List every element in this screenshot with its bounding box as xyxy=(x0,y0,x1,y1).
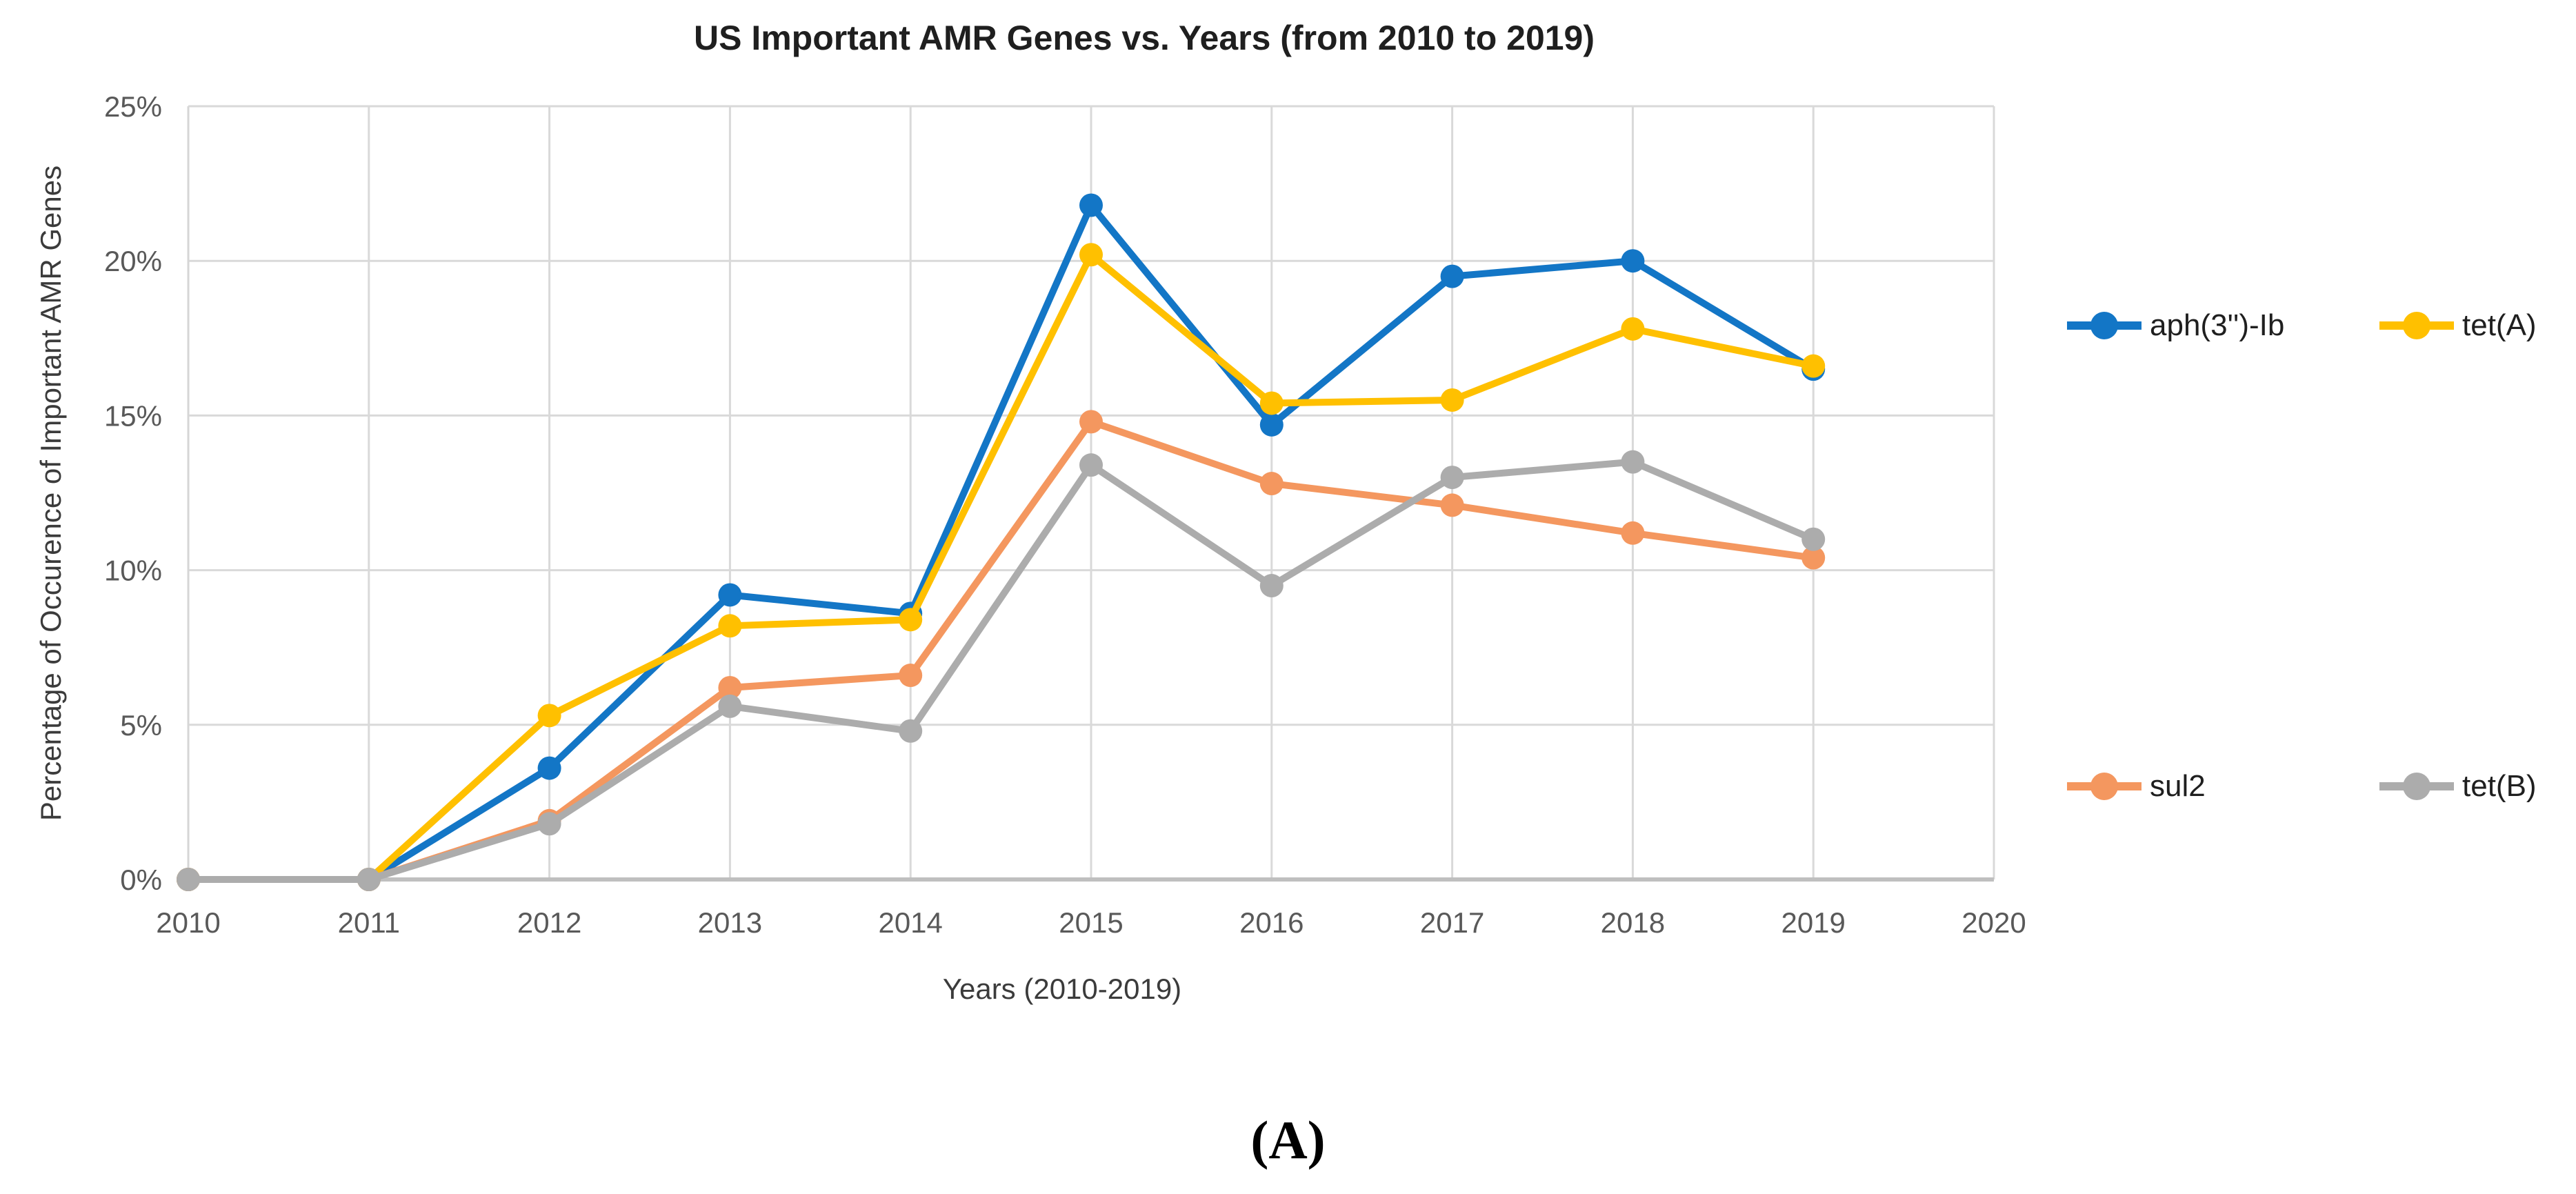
legend-label-teta: tet(A) xyxy=(2462,308,2537,342)
y-tick-label: 5% xyxy=(120,709,162,742)
data-point-sul2-2017 xyxy=(1440,493,1464,517)
legend-item-sul2: sul2 xyxy=(2066,766,2206,807)
data-point-tet(A)-2014 xyxy=(899,608,923,632)
data-point-sul2-2018 xyxy=(1621,521,1645,545)
data-point-tet(A)-2018 xyxy=(1621,317,1645,341)
series-line-tet(A) xyxy=(185,251,1817,883)
data-point-sul2-2014 xyxy=(899,664,923,688)
legend-marker-sul2-icon xyxy=(2067,773,2141,800)
legend-item-aph3ib: aph(3'')-Ib xyxy=(2066,305,2284,346)
data-point-sul2-2016 xyxy=(1259,472,1284,496)
data-point-tet(B)-2012 xyxy=(537,812,561,836)
series-line-aph(3'')-Ib xyxy=(185,201,1817,883)
legend-item-tetb: tet(B) xyxy=(2378,766,2537,807)
x-tick-label: 2014 xyxy=(878,906,942,939)
data-point-tet(B)-2014 xyxy=(899,719,923,743)
y-tick-label: 0% xyxy=(120,864,162,896)
data-point-sul2-2013 xyxy=(718,675,742,699)
data-point-tet(B)-2013 xyxy=(718,694,742,718)
data-point-aph(3'')-Ib-2018 xyxy=(1621,249,1645,273)
y-tick-label: 25% xyxy=(104,90,162,123)
x-tick-label: 2015 xyxy=(1059,906,1123,939)
y-tick-label: 20% xyxy=(104,245,162,277)
data-point-aph(3'')-Ib-2012 xyxy=(537,756,561,780)
y-tick-label: 15% xyxy=(104,399,162,432)
x-tick-label: 2017 xyxy=(1420,906,1484,939)
legend-marker-teta-icon xyxy=(2379,312,2454,339)
legend-label-aph3ib: aph(3'')-Ib xyxy=(2150,308,2285,342)
x-tick-label: 2020 xyxy=(1961,906,2026,939)
data-point-aph(3'')-Ib-2016 xyxy=(1259,412,1284,437)
series-line-tet(B) xyxy=(185,458,1817,883)
x-tick-label: 2016 xyxy=(1239,906,1304,939)
legend-marker-aph3ib-icon xyxy=(2067,312,2141,339)
data-point-tet(A)-2019 xyxy=(1801,354,1826,378)
x-tick-label: 2013 xyxy=(698,906,762,939)
data-point-aph(3'')-Ib-2013 xyxy=(718,583,742,607)
data-point-tet(B)-2011 xyxy=(357,868,381,891)
panel-caption: (A) xyxy=(1250,1110,1326,1170)
data-point-tet(A)-2015 xyxy=(1079,243,1103,267)
data-point-sul2-2019 xyxy=(1801,546,1826,570)
y-tick-label: 10% xyxy=(104,555,162,587)
data-point-tet(B)-2019 xyxy=(1801,527,1826,551)
data-point-tet(A)-2017 xyxy=(1440,388,1464,412)
chart-title: US Important AMR Genes vs. Years (from 2… xyxy=(693,19,1595,57)
data-point-tet(B)-2017 xyxy=(1440,466,1464,490)
data-point-tet(B)-2018 xyxy=(1621,450,1645,474)
legend-label-sul2: sul2 xyxy=(2150,769,2206,803)
x-axis-title: Years (2010-2019) xyxy=(943,973,1181,1005)
x-tick-label: 2011 xyxy=(338,906,400,939)
data-point-aph(3'')-Ib-2015 xyxy=(1079,193,1103,217)
legend-marker-tetb-icon xyxy=(2379,773,2454,800)
data-point-aph(3'')-Ib-2017 xyxy=(1440,264,1464,288)
series-line-sul2 xyxy=(185,418,1817,883)
x-tick-label: 2010 xyxy=(156,906,220,939)
data-point-tet(A)-2016 xyxy=(1259,391,1284,415)
data-point-tet(B)-2010 xyxy=(177,868,200,891)
x-tick-label: 2012 xyxy=(517,906,581,939)
data-point-tet(B)-2016 xyxy=(1259,574,1284,598)
x-tick-label: 2019 xyxy=(1781,906,1845,939)
data-point-tet(A)-2013 xyxy=(718,614,742,638)
data-point-tet(B)-2015 xyxy=(1079,453,1103,477)
legend-item-teta: tet(A) xyxy=(2378,305,2537,346)
y-axis-title: Percentage of Occurence of Important AMR… xyxy=(34,166,67,821)
data-point-sul2-2015 xyxy=(1079,410,1103,434)
data-point-tet(A)-2012 xyxy=(537,704,561,728)
x-tick-label: 2018 xyxy=(1601,906,1665,939)
legend-label-tetb: tet(B) xyxy=(2462,769,2537,803)
